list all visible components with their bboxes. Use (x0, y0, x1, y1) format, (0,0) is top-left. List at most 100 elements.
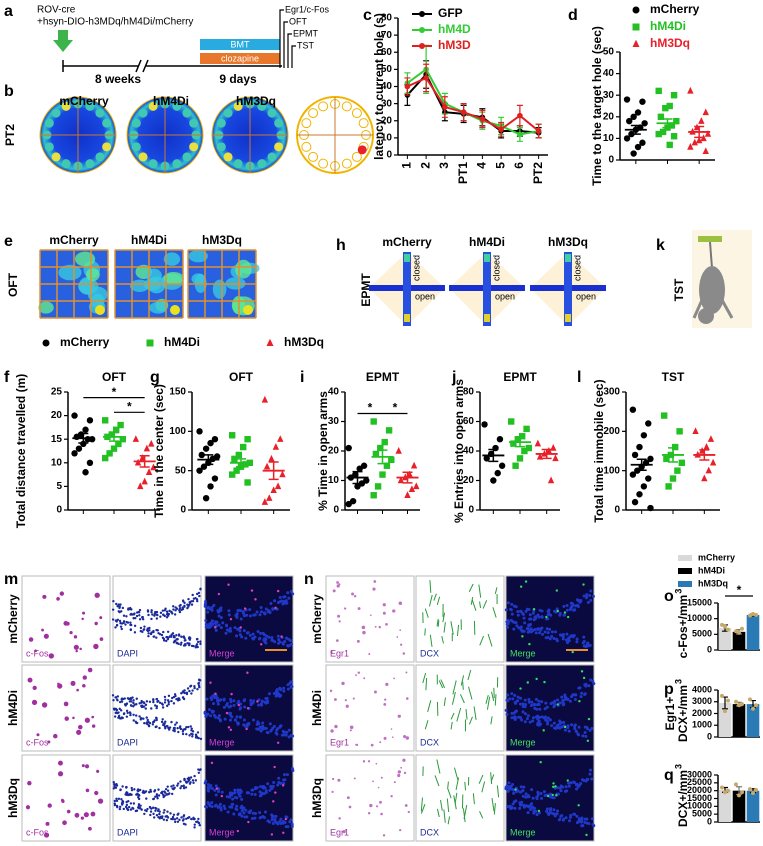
cell (132, 701, 135, 705)
cell (183, 601, 186, 605)
point (86, 417, 94, 424)
cell (165, 635, 168, 639)
cell (192, 817, 196, 821)
cell (560, 695, 564, 699)
cell (524, 795, 528, 799)
y-tick-label: 70 (381, 30, 393, 41)
y-tick-label: 60 (381, 47, 393, 58)
heat-spot (170, 305, 180, 315)
point (483, 455, 490, 462)
cell (521, 794, 525, 798)
cell (217, 790, 221, 794)
cell (524, 609, 528, 613)
cell (573, 697, 577, 701)
cell (367, 760, 371, 763)
point (388, 456, 395, 464)
sem-bar (541, 448, 552, 460)
cell (585, 593, 589, 597)
cell (172, 784, 175, 787)
cell (187, 779, 191, 782)
x-tick-label: 2 (418, 162, 432, 169)
row-label: OFT (6, 272, 20, 297)
sem-bar (694, 125, 705, 139)
point (196, 428, 203, 435)
cell (506, 789, 510, 793)
cell (115, 602, 118, 606)
channel-label: DAPI (117, 648, 138, 658)
neurite (433, 593, 437, 601)
cell (187, 597, 190, 601)
cell (259, 610, 263, 614)
row-label: hM4Di (6, 690, 20, 726)
cell (159, 615, 162, 618)
point (404, 491, 411, 498)
point (737, 793, 741, 798)
cell (591, 823, 595, 827)
cell (263, 810, 267, 814)
cell (251, 811, 255, 815)
cell (133, 788, 136, 791)
cell (191, 733, 194, 736)
neurite (422, 672, 427, 684)
cell (204, 622, 208, 626)
cell (177, 782, 180, 785)
cell (206, 783, 210, 787)
cell (182, 786, 186, 790)
cell (255, 610, 259, 614)
legend-label: mCherry (650, 2, 700, 16)
cell (403, 735, 407, 739)
cell (552, 808, 556, 812)
legend-marker (632, 39, 640, 47)
cell (155, 636, 158, 639)
cell (159, 611, 163, 615)
test-label: EPMT (293, 28, 319, 38)
cell (162, 818, 166, 821)
cell (529, 807, 533, 811)
point (266, 494, 273, 501)
cell (548, 627, 552, 631)
cell (524, 792, 528, 796)
cell (74, 812, 80, 818)
cell (243, 705, 247, 709)
point (629, 406, 637, 413)
point (145, 468, 153, 475)
cell (519, 696, 523, 700)
cell (268, 788, 272, 792)
cell (217, 610, 221, 614)
neurite (478, 774, 484, 784)
cell (282, 773, 286, 777)
cell (259, 631, 263, 635)
hole (51, 152, 61, 162)
cell (179, 786, 182, 790)
cell (32, 685, 37, 691)
point (673, 117, 680, 125)
neurite (450, 621, 454, 635)
cell (532, 607, 536, 611)
cell (187, 725, 190, 729)
cell (280, 635, 283, 638)
heat-spot (145, 268, 162, 283)
cell (155, 628, 158, 632)
cell (504, 708, 508, 712)
sem-bar (377, 449, 388, 465)
cell (585, 833, 588, 837)
cell (397, 773, 401, 778)
cell (219, 616, 223, 620)
cell (519, 802, 523, 806)
cell (124, 786, 128, 789)
cell (509, 618, 513, 622)
cell (531, 716, 535, 720)
cell (351, 592, 355, 596)
cell (225, 795, 229, 799)
cell (180, 608, 183, 612)
cell (561, 703, 565, 707)
cell (562, 604, 566, 608)
neurite (443, 809, 446, 823)
cell (356, 639, 360, 643)
cell (155, 706, 158, 710)
cell (163, 725, 167, 728)
cell (548, 795, 552, 799)
y-tick-label: 0 (707, 644, 712, 654)
neurite (493, 803, 496, 815)
point (479, 116, 486, 122)
